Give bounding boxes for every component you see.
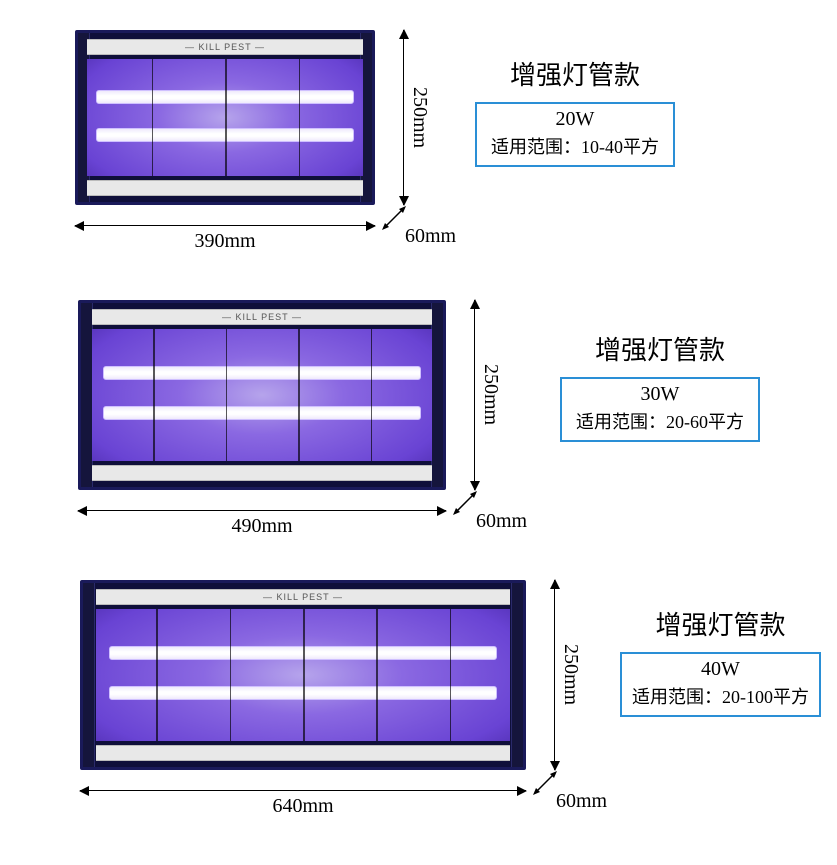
height-label: 250mm: [408, 87, 431, 148]
wattage: 30W: [572, 383, 748, 406]
wattage: 20W: [487, 108, 663, 131]
product-2: — KILL PEST —490mm250mm60mm: [78, 300, 446, 490]
spec-box: 40W适用范围：20-100平方: [620, 652, 821, 717]
brand-label: — KILL PEST —: [87, 39, 363, 55]
height-dimension: 250mm: [403, 30, 431, 205]
depth-label: 60mm: [556, 790, 607, 812]
width-label: 640mm: [272, 795, 333, 818]
product-3: — KILL PEST —640mm250mm60mm: [80, 580, 526, 770]
variant-title: 增强灯管款: [560, 330, 760, 367]
variant-title: 增强灯管款: [475, 55, 675, 92]
info-panel-1: 增强灯管款 20W适用范围：10-40平方: [475, 55, 675, 167]
product-1: — KILL PEST —390mm250mm60mm: [75, 30, 375, 205]
brand-label: — KILL PEST —: [96, 589, 510, 605]
width-dimension: 640mm: [80, 790, 526, 818]
device-image: — KILL PEST —: [75, 30, 375, 205]
coverage-range: 适用范围：10-40平方: [487, 133, 663, 159]
wattage: 40W: [632, 658, 809, 681]
height-label: 250mm: [559, 644, 582, 705]
depth-dimension: 60mm: [405, 225, 456, 248]
brand-label: — KILL PEST —: [92, 309, 432, 325]
device-image: — KILL PEST —: [78, 300, 446, 490]
spec-box: 20W适用范围：10-40平方: [475, 102, 675, 167]
depth-dimension: 60mm: [476, 510, 527, 533]
coverage-range: 适用范围：20-60平方: [572, 408, 748, 434]
device-image: — KILL PEST —: [80, 580, 526, 770]
info-panel-2: 增强灯管款 30W适用范围：20-60平方: [560, 330, 760, 442]
width-label: 390mm: [194, 230, 255, 253]
height-dimension: 250mm: [554, 580, 582, 770]
width-dimension: 490mm: [78, 510, 446, 538]
depth-dimension: 60mm: [556, 790, 607, 813]
variant-title: 增强灯管款: [620, 605, 821, 642]
info-panel-3: 增强灯管款 40W适用范围：20-100平方: [620, 605, 821, 717]
coverage-range: 适用范围：20-100平方: [632, 683, 809, 709]
depth-label: 60mm: [405, 225, 456, 247]
width-dimension: 390mm: [75, 225, 375, 253]
height-label: 250mm: [479, 364, 502, 425]
depth-label: 60mm: [476, 510, 527, 532]
height-dimension: 250mm: [474, 300, 502, 490]
width-label: 490mm: [231, 515, 292, 538]
spec-box: 30W适用范围：20-60平方: [560, 377, 760, 442]
